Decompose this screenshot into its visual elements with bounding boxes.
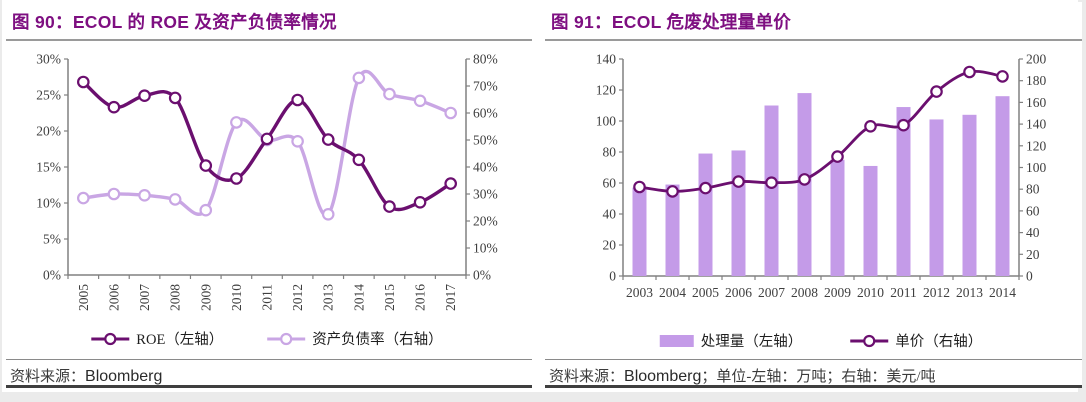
svg-text:20: 20: [1026, 247, 1040, 262]
figure-90-title: 图 90：ECOL 的 ROE 及资产负债率情况: [12, 12, 337, 32]
figure-90: 图 90：ECOL 的 ROE 及资产负债率情况 0% 5% 10% 15% 20% 25…: [6, 2, 532, 388]
source-label: 资料来源：: [549, 369, 625, 385]
svg-text:2006: 2006: [725, 285, 752, 300]
svg-text:2010: 2010: [857, 285, 884, 300]
svg-text:2014: 2014: [351, 284, 366, 311]
svg-text:0: 0: [1026, 269, 1033, 284]
svg-text:2017: 2017: [443, 284, 458, 311]
svg-text:20%: 20%: [473, 214, 498, 229]
svg-text:0%: 0%: [473, 268, 491, 283]
svg-text:120: 120: [596, 83, 617, 98]
svg-text:2005: 2005: [76, 284, 91, 311]
svg-text:10%: 10%: [473, 241, 498, 256]
svg-text:2009: 2009: [198, 284, 213, 311]
svg-text:200: 200: [1026, 52, 1047, 67]
svg-text:2014: 2014: [989, 285, 1016, 300]
svg-text:180: 180: [1026, 73, 1047, 88]
svg-text:2006: 2006: [106, 284, 121, 311]
svg-text:2004: 2004: [659, 285, 686, 300]
svg-text:100: 100: [596, 114, 617, 129]
svg-text:单价（右轴）: 单价（右轴）: [895, 333, 982, 350]
svg-text:80: 80: [1026, 182, 1040, 197]
svg-text:2008: 2008: [168, 284, 183, 311]
svg-text:50%: 50%: [473, 133, 498, 148]
svg-text:20: 20: [603, 238, 617, 253]
svg-text:15%: 15%: [36, 160, 61, 175]
figure-90-title-divider: [6, 39, 532, 41]
source-value: Bloomberg: [624, 368, 702, 385]
svg-text:2010: 2010: [229, 284, 244, 311]
figure-91: 图 91：ECOL 危废处理量单价 0 20 40 60 80 100 120 140 0 20 4…: [545, 2, 1082, 388]
svg-text:2007: 2007: [137, 284, 152, 311]
svg-text:处理量（左轴）: 处理量（左轴）: [701, 333, 803, 350]
svg-text:100: 100: [1026, 160, 1047, 175]
svg-text:2003: 2003: [626, 285, 653, 300]
svg-text:40: 40: [603, 207, 617, 222]
svg-text:ROE（左轴）: ROE（左轴）: [136, 331, 223, 348]
source-value: Bloomberg: [85, 368, 163, 385]
svg-text:2011: 2011: [890, 285, 917, 300]
svg-text:2007: 2007: [758, 285, 785, 300]
figures-panel: 图 90：ECOL 的 ROE 及资产负债率情况 0% 5% 10% 15% 20% 25…: [2, 0, 1082, 392]
svg-text:160: 160: [1026, 95, 1047, 110]
svg-text:2013: 2013: [321, 284, 336, 311]
svg-text:2013: 2013: [956, 285, 983, 300]
svg-text:30%: 30%: [473, 187, 498, 202]
svg-text:80: 80: [603, 145, 617, 160]
svg-text:5%: 5%: [43, 232, 61, 247]
svg-text:120: 120: [1026, 138, 1047, 153]
treatment-volume-and-price-chart: 0 20 40 60 80 100 120 140 0 20 40 60 80 100 120 140 160 1…: [596, 52, 1047, 351]
svg-text:30%: 30%: [36, 52, 61, 67]
source-label: 资料来源：: [10, 369, 86, 385]
svg-text:资产负债率（右轴）: 资产负债率（右轴）: [312, 331, 443, 348]
figure-91-source: 资料来源：Bloomberg；单位-左轴：万吨；右轴：美元/吨: [545, 359, 1082, 386]
svg-text:2012: 2012: [923, 285, 950, 300]
svg-text:60: 60: [1026, 203, 1040, 218]
svg-text:40%: 40%: [473, 160, 498, 175]
figure-90-source: 资料来源：Bloomberg: [6, 359, 532, 386]
svg-text:10%: 10%: [36, 196, 61, 211]
svg-text:2008: 2008: [791, 285, 818, 300]
svg-text:140: 140: [1026, 117, 1047, 132]
svg-text:0: 0: [609, 269, 616, 284]
figure-91-title-divider: [545, 39, 1082, 41]
svg-text:2009: 2009: [824, 285, 851, 300]
svg-text:60%: 60%: [473, 106, 498, 121]
svg-text:2016: 2016: [413, 284, 428, 311]
svg-text:0%: 0%: [43, 268, 61, 283]
svg-text:20%: 20%: [36, 124, 61, 139]
svg-text:80%: 80%: [473, 52, 498, 67]
svg-text:2015: 2015: [382, 284, 397, 311]
source-extra: ；单位-左轴：万吨；右轴：美元/吨: [701, 369, 936, 385]
svg-text:140: 140: [596, 52, 617, 67]
roe-and-debt-ratio-chart: 0% 5% 10% 15% 20% 25% 30% 0% 10% 20% 30% 40% 50% 60% 7…: [36, 52, 498, 349]
svg-text:2005: 2005: [692, 285, 719, 300]
svg-text:2011: 2011: [260, 284, 275, 311]
svg-text:25%: 25%: [36, 88, 61, 103]
svg-text:60: 60: [603, 176, 617, 191]
svg-text:2012: 2012: [290, 284, 305, 311]
svg-text:40: 40: [1026, 225, 1040, 240]
figure-91-title: 图 91：ECOL 危废处理量单价: [551, 12, 792, 32]
svg-text:70%: 70%: [473, 79, 498, 94]
